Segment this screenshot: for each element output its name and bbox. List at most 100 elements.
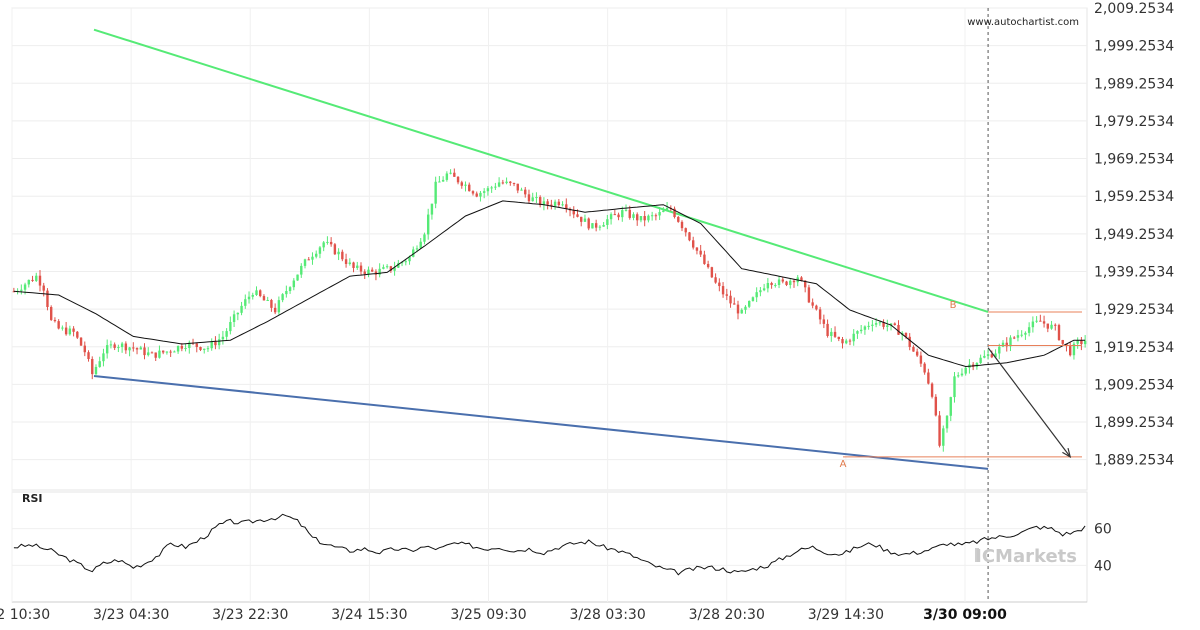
candle-body [203,348,206,350]
candle-body [800,277,803,281]
candle-body [643,216,646,221]
candle-body [109,344,113,346]
candle-body [639,216,643,221]
candle-body [699,250,702,255]
candle-body [236,312,240,315]
candle-body [755,292,758,298]
candle-body [632,214,635,218]
candle-body [322,242,325,248]
candle-body [105,345,109,354]
x-tick-label: 3/23 22:30 [212,607,288,623]
candle-body [983,355,986,358]
candle-body [602,224,605,227]
candle-body [990,354,994,358]
candle-body [841,339,844,344]
candle-body [232,314,236,323]
watermark: www.autochartist.com [967,17,1079,28]
candle-body [404,261,407,263]
candle-body [576,214,579,217]
candle-body [445,173,449,180]
candle-body [538,197,542,206]
candle-body [490,187,493,189]
candle-body [733,303,736,305]
candle-body [117,347,120,349]
candle-body [1001,342,1005,347]
candle-body [64,327,68,335]
candle-body [1016,335,1020,338]
candle-body [229,322,232,332]
candle-body [296,274,299,281]
y-tick-label: 1,889.2534 [1094,453,1174,469]
candle-body [1046,323,1050,329]
candle-body [598,226,602,228]
point-label-a: A [840,459,847,470]
candle-body [527,194,531,202]
candle-body [1072,343,1076,356]
candle-body [438,181,441,183]
candle-body [729,295,732,304]
candle-body [774,284,777,286]
y-tick-label: 1,999.2534 [1094,39,1174,55]
candle-body [169,351,172,353]
candle-body [1031,321,1035,328]
candle-body [147,352,150,356]
candle-body [759,290,762,293]
candle-body [807,287,811,303]
candle-body [270,299,273,308]
candle-body [998,346,1001,354]
candle-body [572,210,575,215]
candle-body [31,279,34,281]
candle-body [132,347,135,349]
candle-body [863,326,867,330]
y-tick-label: 1,969.2534 [1094,152,1174,168]
moving-average-line [13,200,1086,368]
candle-body [680,221,684,229]
candle-body [994,353,997,358]
candle-body [1083,340,1087,345]
candle-body [83,345,86,353]
candle-body [251,294,254,297]
candle-body [464,184,467,186]
candle-body [307,259,310,261]
y-tick-label: 1,909.2534 [1094,377,1174,393]
candle-body [1050,324,1053,329]
candle-body [173,351,176,353]
x-tick-label: 3/24 15:30 [331,607,407,623]
rsi-panel [13,513,1086,576]
y-tick-label: 1,919.2534 [1094,340,1174,356]
candle-body [818,309,822,320]
point-label-b: B [950,300,957,311]
candle-body [288,287,292,292]
candle-body [135,348,139,350]
candle-body [273,307,277,313]
candle-body [878,322,882,324]
candle-body [468,184,471,192]
candle-body [374,271,378,275]
candle-body [871,324,874,326]
candle-body [501,182,505,184]
candle-body [76,331,79,338]
candle-body [524,189,527,195]
candle-body [393,267,396,271]
candle-body [915,351,919,356]
candle-body [766,282,770,289]
candle-body [938,415,941,446]
candle-body [647,215,650,221]
candle-body [770,282,773,286]
x-tick-label: 3/28 03:30 [570,607,646,623]
candle-body [363,271,366,275]
candle-body [494,186,497,188]
candle-body [68,328,72,335]
candles [12,168,1087,452]
candle-body [244,299,247,306]
candle-body [945,415,949,429]
y-tick-label: 1,899.2534 [1094,415,1174,431]
candle-body [673,208,676,218]
candle-body [341,251,344,260]
candle-body [240,305,243,313]
candle-body [27,279,30,285]
y-tick-label: 1,979.2534 [1094,114,1174,130]
candle-body [221,336,225,340]
candle-body [546,201,549,205]
candle-body [1009,337,1012,347]
